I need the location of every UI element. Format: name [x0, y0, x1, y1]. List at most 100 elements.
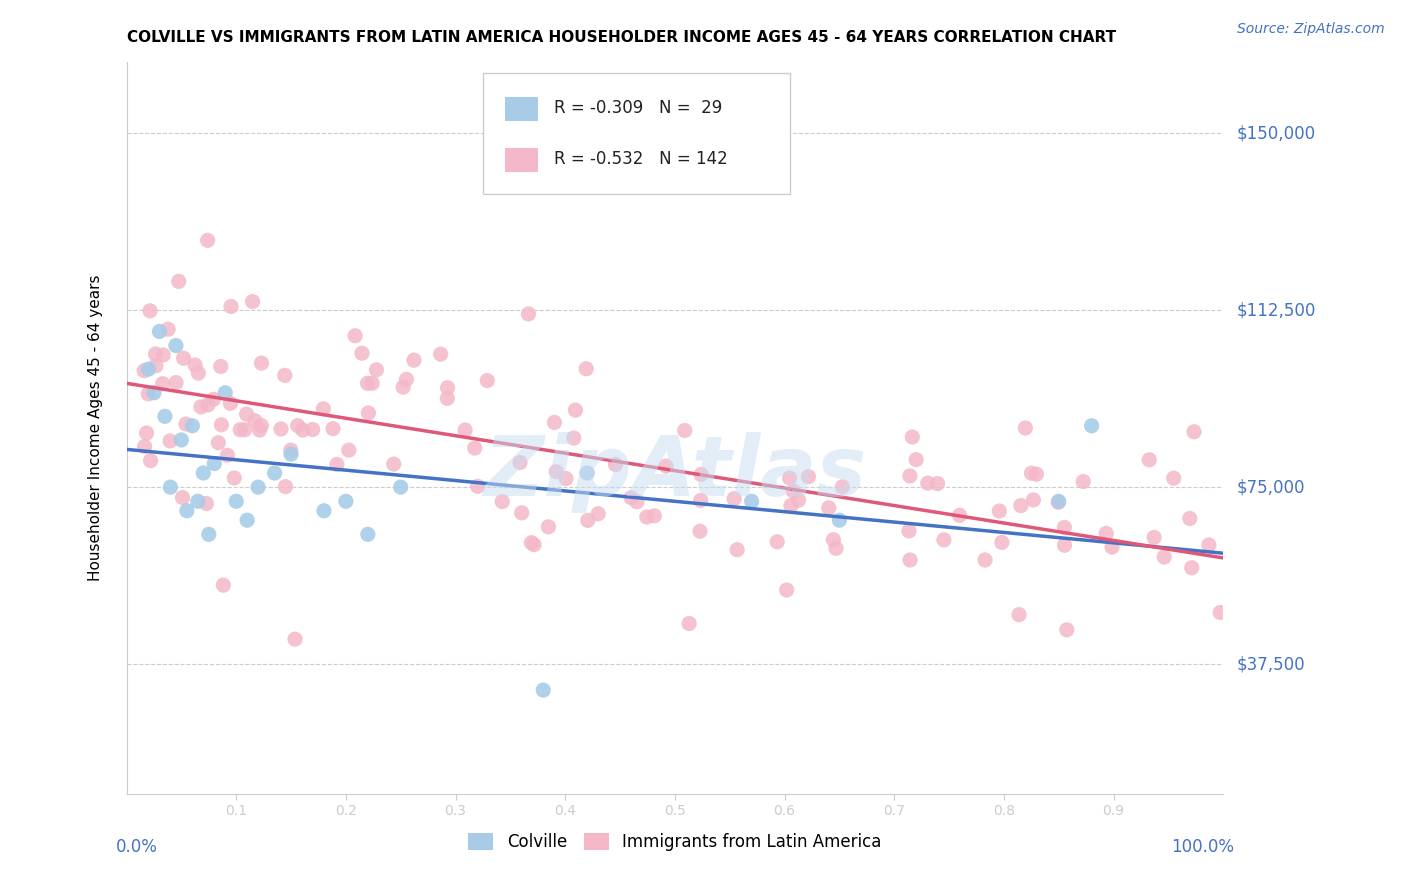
Point: [165, 338, 187, 352]
Point: [197, 527, 219, 541]
Point: [1056, 623, 1078, 637]
Point: [263, 466, 285, 480]
Point: [190, 400, 212, 414]
Text: R = -0.309   N =  29: R = -0.309 N = 29: [554, 99, 723, 117]
Text: R = -0.532   N = 142: R = -0.532 N = 142: [554, 150, 728, 168]
Point: [224, 471, 246, 485]
Point: [689, 524, 711, 539]
Point: [139, 303, 162, 318]
Point: [167, 274, 190, 288]
Point: [988, 504, 1011, 518]
Point: [270, 422, 292, 436]
Point: [436, 392, 458, 406]
Point: [139, 453, 162, 467]
Point: [350, 346, 373, 360]
Point: [477, 374, 499, 388]
Point: [901, 430, 924, 444]
Point: [229, 423, 252, 437]
Text: $37,500: $37,500: [1237, 655, 1306, 673]
Point: [510, 506, 533, 520]
Point: [242, 294, 264, 309]
Point: [780, 499, 803, 513]
Point: [392, 380, 415, 394]
Point: [1153, 549, 1175, 564]
Point: [776, 582, 799, 597]
Point: [1182, 425, 1205, 439]
Point: [202, 457, 225, 471]
Point: [898, 469, 921, 483]
Point: [250, 418, 273, 433]
Point: [357, 406, 380, 420]
Text: 100.0%: 100.0%: [1171, 838, 1234, 855]
Legend: Colville, Immigrants from Latin America: Colville, Immigrants from Latin America: [468, 833, 882, 851]
Point: [464, 441, 486, 455]
Point: [797, 469, 820, 483]
FancyBboxPatch shape: [505, 148, 537, 172]
Point: [741, 494, 763, 508]
Point: [1053, 520, 1076, 534]
Point: [176, 504, 198, 518]
Point: [673, 424, 696, 438]
Point: [1008, 607, 1031, 622]
Point: [1198, 538, 1220, 552]
Point: [576, 513, 599, 527]
Point: [1071, 475, 1094, 489]
Point: [312, 401, 335, 416]
Point: [187, 366, 209, 380]
FancyBboxPatch shape: [505, 97, 537, 121]
Point: [280, 443, 302, 458]
Point: [152, 348, 174, 362]
Text: $112,500: $112,500: [1237, 301, 1316, 319]
Point: [690, 467, 713, 482]
Point: [1163, 471, 1185, 485]
Point: [520, 535, 543, 549]
Point: [766, 534, 789, 549]
Point: [235, 407, 257, 421]
Point: [575, 361, 598, 376]
Point: [1022, 493, 1045, 508]
Point: [136, 387, 159, 401]
Point: [620, 491, 643, 505]
Point: [174, 417, 197, 431]
Point: [145, 359, 167, 373]
Point: [301, 422, 323, 436]
Point: [219, 396, 242, 410]
Point: [927, 476, 949, 491]
Point: [905, 452, 928, 467]
Point: [382, 457, 405, 471]
Point: [932, 533, 955, 547]
Point: [1209, 606, 1232, 620]
Point: [825, 541, 848, 556]
Point: [1053, 538, 1076, 552]
Point: [134, 364, 156, 378]
Point: [395, 372, 418, 386]
Point: [250, 356, 273, 370]
Point: [389, 480, 412, 494]
Point: [366, 363, 388, 377]
Point: [531, 683, 554, 698]
Point: [356, 376, 378, 391]
Point: [1143, 531, 1166, 545]
Point: [197, 398, 219, 412]
Point: [576, 466, 599, 480]
Point: [287, 418, 309, 433]
Point: [138, 362, 160, 376]
Point: [284, 632, 307, 647]
Point: [143, 385, 166, 400]
Point: [193, 466, 215, 480]
Point: [236, 513, 259, 527]
Point: [274, 480, 297, 494]
Point: [1181, 560, 1204, 574]
Point: [322, 422, 344, 436]
Point: [991, 535, 1014, 549]
Point: [291, 423, 314, 437]
Point: [655, 459, 678, 474]
Point: [523, 538, 546, 552]
Point: [134, 440, 156, 454]
Point: [344, 328, 367, 343]
Point: [636, 510, 658, 524]
Point: [153, 409, 176, 424]
Point: [831, 480, 853, 494]
Point: [1101, 540, 1123, 554]
Point: [145, 347, 167, 361]
